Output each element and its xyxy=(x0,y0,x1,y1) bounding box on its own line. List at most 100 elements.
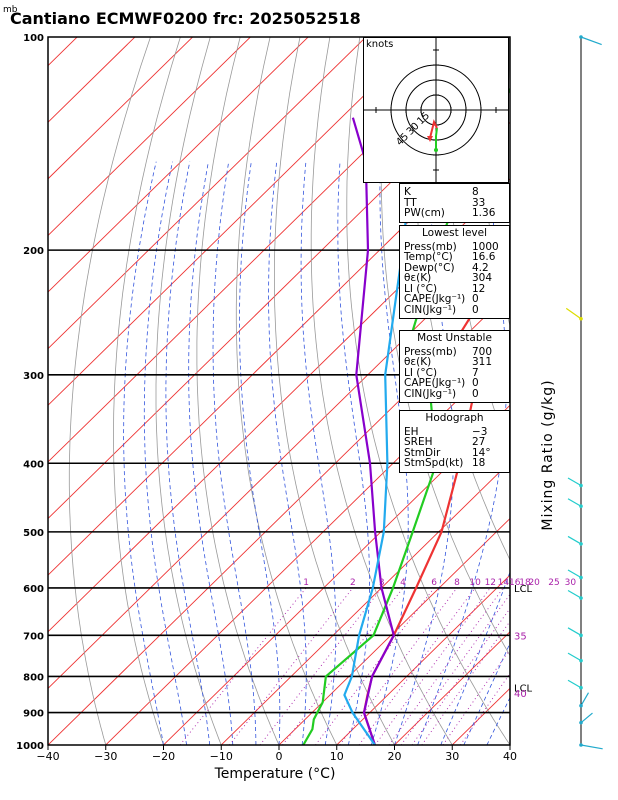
isotherm-line xyxy=(48,37,78,67)
pressure-tick-label: 100 xyxy=(23,33,44,44)
wind-barb xyxy=(567,535,582,545)
hodograph-stat-row: SREH 27 xyxy=(400,437,509,448)
mixing-ratio-line xyxy=(282,587,404,745)
dry-adiabat-line xyxy=(113,37,181,745)
wind-barb-dot xyxy=(579,720,583,725)
wind-barb-dot xyxy=(579,35,583,39)
hodograph-stat-key: StmDir xyxy=(404,446,441,459)
mixing-ratio-line xyxy=(411,607,510,745)
most-unstable-key: CAPE(Jkg⁻¹) xyxy=(404,377,466,389)
hodograph-stat-row: StmDir 14° xyxy=(400,446,509,459)
index-key: K xyxy=(404,186,411,198)
most-unstable-key: CIN(Jkg⁻¹) xyxy=(404,387,457,400)
temperature-tick-label: −30 xyxy=(94,750,117,763)
isotherm-line xyxy=(220,461,510,745)
x-axis-label: Temperature (°C) xyxy=(214,766,336,782)
pressure-tick-label: 400 xyxy=(23,459,44,470)
pressure-unit-label: mb xyxy=(3,5,18,15)
wind-barb xyxy=(580,744,603,750)
moist-adiabat-line xyxy=(239,161,281,745)
lowest-level-title: Lowest level xyxy=(421,227,488,239)
lowest-level-key: CAPE(Jkg⁻¹) xyxy=(404,293,466,305)
lowest-level-row: LI (°C) 12 xyxy=(400,282,509,295)
lowest-level-key: Dewp(°C) xyxy=(404,261,455,274)
level-annotation: 40 xyxy=(514,689,527,700)
hodograph-stat-key: EH xyxy=(404,425,419,438)
hodograph-stat-value: −3 xyxy=(472,425,488,438)
storm-motion-marker xyxy=(427,136,433,142)
lowest-level-value: 12 xyxy=(472,282,486,295)
lowest-level-value: 1000 xyxy=(472,240,499,253)
dry-adiabat-line xyxy=(310,37,453,745)
lowest-level-value: 4.2 xyxy=(472,261,489,274)
isotherm-line xyxy=(552,5,618,760)
lowest-level-row: CAPE(Jkg⁻¹) 0 xyxy=(400,294,509,305)
most-unstable-key: θε(K) xyxy=(404,356,432,368)
wind-barb xyxy=(567,477,582,487)
moist-adiabat-line xyxy=(337,161,370,745)
hodograph-trace-mid xyxy=(429,119,438,139)
level-annotation: LCL xyxy=(514,584,533,595)
index-value: 33 xyxy=(472,196,486,209)
hodograph-stat-row: StmSpd(kt) 18 xyxy=(400,458,509,469)
hodograph-stat-value: 27 xyxy=(472,436,486,448)
mixing-ratio-label: 2 xyxy=(350,578,356,588)
mixing-ratio-line xyxy=(179,587,307,745)
dry-adiabat-line xyxy=(196,37,280,745)
isotherm-line xyxy=(48,121,510,576)
isotherm-line xyxy=(105,348,510,745)
lowest-level-value: 304 xyxy=(472,272,493,284)
pressure-tick-label: 900 xyxy=(23,709,44,720)
hodograph-stat-value: 18 xyxy=(472,457,486,469)
mixing-ratio-label: 12 xyxy=(485,578,496,588)
mixing-ratio-label: 3 xyxy=(379,578,385,588)
level-annotation: LCL xyxy=(514,684,533,695)
isotherm-line xyxy=(48,234,510,689)
mixing-ratio-line xyxy=(460,672,510,745)
wind-barb xyxy=(567,652,582,662)
moist-adiabat-line xyxy=(509,744,510,745)
mixing-ratio-label: 20 xyxy=(528,578,540,588)
wind-barb-dot xyxy=(579,703,583,708)
most-unstable-row: θε(K) 311 xyxy=(400,357,509,368)
index-key: TT xyxy=(404,196,417,209)
wind-barb-dot xyxy=(579,504,583,509)
hodograph-stat-key: StmSpd(kt) xyxy=(404,457,464,469)
wind-barb-dot xyxy=(579,658,583,663)
pressure-tick-label: 500 xyxy=(23,528,44,539)
pressure-tick-label: 600 xyxy=(23,584,44,595)
index-value: 8 xyxy=(472,186,479,198)
dry-adiabat-line xyxy=(346,37,510,745)
mixing-ratio-label: 25 xyxy=(548,578,559,588)
wind-barb-dot xyxy=(579,685,583,690)
most-unstable-value: 0 xyxy=(472,387,479,400)
index-row: PW(cm) 1.36 xyxy=(400,208,509,219)
most-unstable-value: 0 xyxy=(472,377,479,389)
temperature-tick-label: 10 xyxy=(330,750,344,763)
wind-barb xyxy=(565,307,582,320)
mixing-ratio-label: 18 xyxy=(519,578,531,588)
wind-barb xyxy=(567,589,582,599)
mixing-ratio-label: 8 xyxy=(454,578,460,588)
temperature-tick-label: 30 xyxy=(445,750,459,763)
moist-adiabat-line xyxy=(212,161,257,745)
most-unstable-key: Press(mb) xyxy=(404,345,457,358)
hodograph-stat-key: SREH xyxy=(404,436,433,448)
y-axis-label: Mixing Ratio (g/kg) xyxy=(540,379,556,531)
wind-barb-dot xyxy=(579,483,583,488)
hodograph-trace-low xyxy=(435,127,438,150)
lowest-level-row: Temp(°C) 16.6 xyxy=(400,252,509,263)
wind-barb-dot xyxy=(579,596,583,600)
moist-adiabat-line xyxy=(268,161,307,745)
mixing-ratio-label: 4 xyxy=(400,578,406,588)
wind-barb xyxy=(580,36,602,46)
hodograph-stat-value: 14° xyxy=(472,446,491,459)
hodograph-stat-row: EH −3 xyxy=(400,425,509,438)
temperature-tick-label: 20 xyxy=(388,750,402,763)
temperature-tick-label: 40 xyxy=(503,750,517,763)
index-key: PW(cm) xyxy=(404,207,445,219)
lowest-level-row: Press(mb) 1000 xyxy=(400,240,509,253)
wind-barb-dot xyxy=(579,316,583,321)
moist-adiabat-line xyxy=(463,642,510,745)
isotherm-line xyxy=(48,37,194,180)
